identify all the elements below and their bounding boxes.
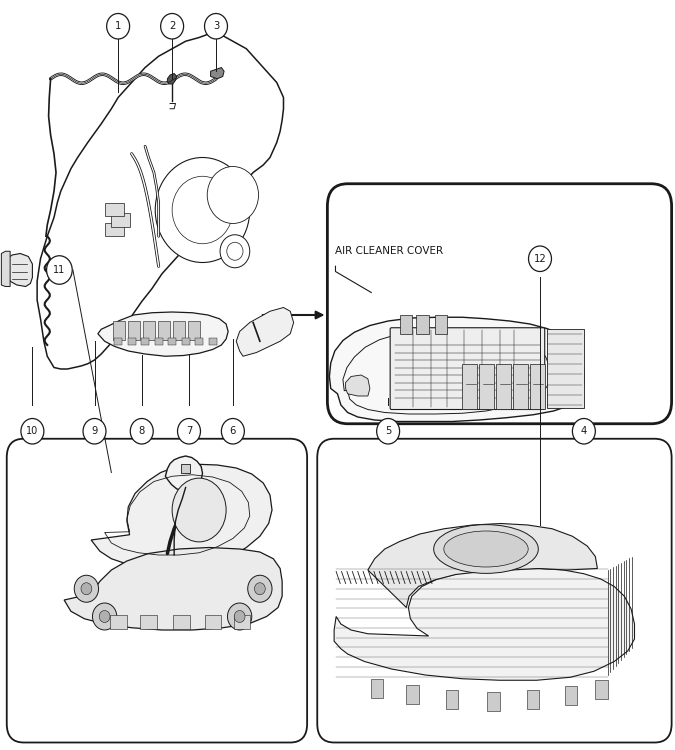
Bar — [234, 615, 250, 628]
Text: 2: 2 — [169, 21, 176, 32]
Circle shape — [107, 13, 130, 39]
Bar — [110, 615, 127, 628]
Circle shape — [47, 256, 72, 284]
Circle shape — [81, 583, 92, 595]
Bar — [105, 223, 124, 236]
Bar — [462, 364, 477, 409]
FancyBboxPatch shape — [7, 439, 307, 742]
Bar — [513, 364, 528, 409]
Ellipse shape — [444, 531, 528, 567]
Bar — [209, 338, 217, 345]
Circle shape — [221, 419, 244, 444]
Bar — [530, 364, 545, 409]
Bar — [155, 338, 163, 345]
Bar — [496, 364, 511, 409]
Bar — [479, 364, 494, 409]
Polygon shape — [167, 74, 177, 84]
Bar — [547, 329, 584, 408]
Bar — [105, 202, 124, 216]
Ellipse shape — [433, 525, 539, 573]
Bar — [140, 615, 157, 628]
Text: 8: 8 — [138, 426, 145, 436]
Bar — [595, 680, 608, 699]
Bar — [141, 338, 149, 345]
Bar — [173, 321, 185, 340]
Bar — [182, 338, 190, 345]
Polygon shape — [91, 464, 272, 568]
Bar — [181, 464, 190, 472]
Polygon shape — [37, 34, 284, 369]
Circle shape — [220, 235, 250, 268]
Bar — [168, 338, 176, 345]
Circle shape — [234, 610, 245, 622]
Polygon shape — [368, 524, 597, 608]
Circle shape — [99, 610, 110, 622]
Text: 11: 11 — [53, 265, 65, 275]
Bar — [487, 692, 500, 711]
Circle shape — [83, 419, 106, 444]
Bar — [128, 321, 140, 340]
Polygon shape — [334, 568, 634, 680]
Polygon shape — [211, 68, 224, 79]
Circle shape — [377, 419, 400, 444]
Bar — [188, 321, 200, 340]
FancyBboxPatch shape — [390, 328, 545, 410]
Bar — [565, 686, 577, 705]
Polygon shape — [1, 251, 10, 286]
Bar — [406, 685, 418, 703]
Text: 9: 9 — [91, 426, 98, 436]
Circle shape — [21, 419, 44, 444]
Bar — [111, 213, 130, 226]
Polygon shape — [64, 548, 282, 630]
Text: 10: 10 — [26, 426, 38, 436]
Text: 5: 5 — [385, 426, 391, 436]
Bar — [400, 315, 412, 334]
Circle shape — [205, 13, 227, 39]
Bar — [416, 315, 429, 334]
Circle shape — [248, 575, 272, 602]
Circle shape — [130, 419, 153, 444]
Circle shape — [178, 419, 200, 444]
Text: 3: 3 — [213, 21, 219, 32]
Polygon shape — [165, 456, 202, 490]
Bar — [114, 338, 122, 345]
Bar — [113, 321, 125, 340]
Text: 12: 12 — [534, 254, 546, 264]
Text: 1: 1 — [115, 21, 122, 32]
Circle shape — [227, 603, 252, 630]
Bar — [371, 679, 383, 698]
Circle shape — [92, 603, 117, 630]
Polygon shape — [181, 490, 186, 495]
Polygon shape — [5, 254, 32, 286]
Polygon shape — [98, 312, 228, 356]
FancyBboxPatch shape — [317, 439, 672, 742]
Polygon shape — [346, 375, 370, 396]
Bar — [435, 315, 447, 334]
Circle shape — [74, 575, 99, 602]
Circle shape — [572, 419, 595, 444]
Polygon shape — [329, 317, 584, 422]
FancyBboxPatch shape — [327, 184, 672, 424]
Circle shape — [161, 13, 184, 39]
Bar — [446, 690, 458, 709]
Bar — [128, 338, 136, 345]
Circle shape — [207, 166, 259, 224]
Text: 7: 7 — [186, 426, 192, 436]
Ellipse shape — [172, 478, 226, 542]
Circle shape — [529, 246, 551, 272]
Text: AIR CLEANER COVER: AIR CLEANER COVER — [335, 247, 443, 256]
Circle shape — [155, 158, 250, 262]
Bar — [195, 338, 203, 345]
Text: 4: 4 — [580, 426, 587, 436]
Bar — [173, 615, 190, 628]
Polygon shape — [236, 308, 294, 356]
Bar — [205, 615, 221, 628]
Bar — [158, 321, 170, 340]
Bar — [526, 690, 539, 709]
Bar — [143, 321, 155, 340]
Circle shape — [254, 583, 265, 595]
Text: 6: 6 — [230, 426, 236, 436]
